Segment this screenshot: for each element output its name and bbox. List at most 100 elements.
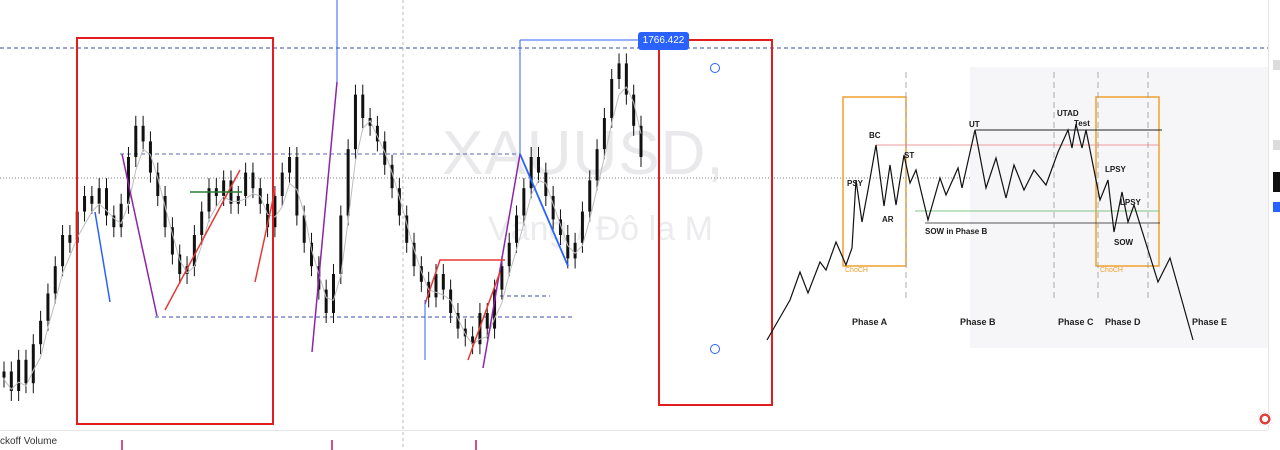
phase-b-label: Phase B — [960, 317, 996, 327]
label-sow-phase-b: SOW in Phase B — [925, 227, 988, 236]
candle-body — [295, 157, 299, 216]
swing-line-red — [424, 259, 505, 305]
phase-e-label: Phase E — [1192, 317, 1228, 327]
candle-body — [200, 211, 204, 235]
candle-body — [310, 242, 314, 267]
candle-body — [485, 313, 489, 329]
candle-body — [566, 235, 570, 259]
volume-pane-separator[interactable] — [0, 430, 1268, 431]
candle-body — [529, 157, 533, 189]
candle-body — [419, 266, 423, 282]
candle-body — [244, 172, 248, 196]
candle-body — [97, 188, 101, 204]
candle-body — [361, 94, 365, 118]
candle-body — [31, 344, 35, 384]
price-axis[interactable] — [1268, 0, 1280, 430]
label-psy: PSY — [847, 179, 864, 188]
candle-body — [639, 125, 643, 157]
candle-body — [324, 289, 328, 313]
label-st: ST — [904, 151, 915, 160]
candle-body — [573, 242, 577, 259]
candle-body — [602, 118, 606, 150]
volume-indicator-label[interactable]: ckoff Volume — [0, 436, 58, 447]
candle-body — [46, 293, 50, 321]
candle-body — [90, 196, 94, 204]
candle-body — [456, 313, 460, 329]
candle-body — [346, 149, 350, 216]
label-lpsy-2: LPSY — [1120, 198, 1141, 207]
candle-body — [288, 157, 292, 173]
label-sow: SOW — [1114, 238, 1134, 247]
candle-body — [266, 203, 270, 228]
candle-body — [375, 125, 379, 142]
swing-line-red — [254, 189, 276, 283]
phase-a-label: Phase A — [852, 317, 888, 327]
flag-icon[interactable] — [1258, 412, 1272, 426]
candle-body — [331, 274, 335, 313]
symbol-watermark: XAUUSD, — [442, 119, 725, 188]
label-ar: AR — [882, 215, 894, 224]
candle-body — [61, 235, 65, 267]
label-choch-left: ChoCH — [845, 267, 868, 274]
candle-body — [68, 235, 72, 243]
axis-marker-blue — [1273, 202, 1280, 212]
candle-body — [412, 242, 416, 267]
swing-line-purple — [121, 153, 158, 317]
candle-body — [493, 289, 497, 329]
candle-body — [617, 63, 621, 79]
candle-body — [119, 203, 123, 228]
candle-body — [280, 172, 284, 196]
candle-body — [178, 254, 182, 274]
candle-body — [515, 215, 519, 243]
axis-marker — [1273, 60, 1280, 70]
candle-body — [441, 274, 445, 290]
label-bc: BC — [869, 131, 881, 140]
candle-body — [141, 125, 145, 142]
candle-body — [273, 196, 277, 228]
candle-body — [156, 172, 160, 196]
candle-body — [170, 227, 174, 255]
trend-line-blue — [519, 153, 569, 267]
candle-body — [53, 266, 57, 294]
candle-body — [500, 266, 504, 290]
candle-body — [595, 149, 599, 181]
candle-body — [471, 336, 475, 345]
candle-body — [558, 219, 562, 235]
candle-body — [83, 196, 87, 212]
phase-c-label: Phase C — [1058, 317, 1094, 327]
candle-body — [632, 94, 636, 126]
candle-body — [536, 157, 540, 173]
candle-body — [507, 242, 511, 267]
candle-body — [405, 215, 409, 243]
candle-body — [588, 180, 592, 212]
swing-line-red — [164, 169, 241, 311]
candle-body — [39, 320, 43, 345]
candle-body — [112, 215, 116, 228]
candle-body — [390, 164, 394, 189]
candle-body — [251, 172, 255, 189]
label-utad: UTAD — [1057, 109, 1079, 118]
candle-body — [551, 196, 555, 220]
candle-body — [134, 125, 138, 157]
candle-body — [105, 188, 109, 216]
candle-body — [236, 196, 240, 204]
highlight-box-right — [658, 39, 773, 406]
label-choch-right: ChoCH — [1100, 267, 1123, 274]
candle-body — [302, 215, 306, 243]
drawing-handle-bottom[interactable] — [710, 344, 720, 354]
candle-body — [9, 371, 13, 391]
candle-body — [339, 215, 343, 274]
candle-body — [207, 188, 211, 212]
candle-body — [353, 94, 357, 150]
label-lpsy-1: LPSY — [1105, 165, 1126, 174]
candle-body — [397, 188, 401, 216]
drawing-handle-top[interactable] — [710, 63, 720, 73]
label-ut: UT — [969, 120, 980, 129]
candle-body — [192, 235, 196, 267]
candle-body — [17, 359, 21, 391]
candle-body — [610, 79, 614, 118]
candle-body — [2, 371, 6, 378]
highlight-box-left — [76, 37, 274, 425]
